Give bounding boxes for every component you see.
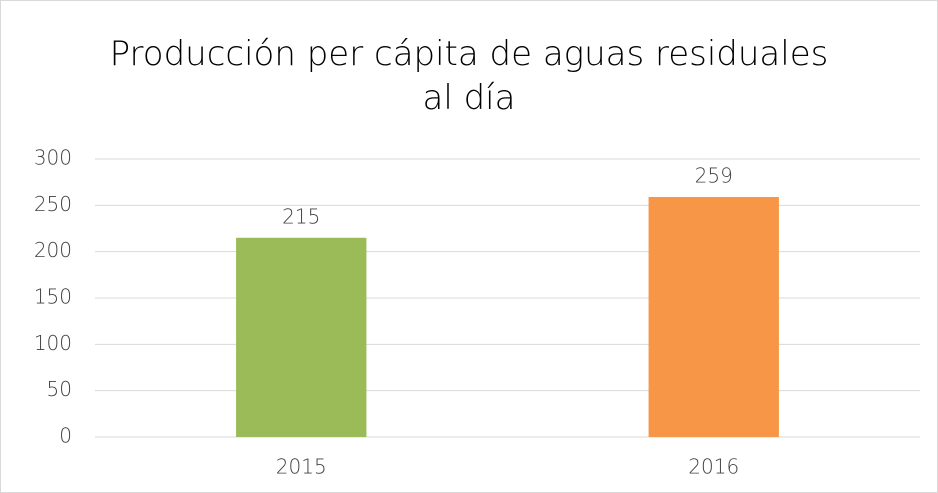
y-tick-label: 200 [34, 238, 72, 262]
y-tick-label: 100 [34, 331, 72, 355]
y-tick-label: 250 [34, 192, 72, 216]
data-label: 259 [695, 163, 733, 187]
chart-title: Producción per cápita de aguas residuale… [109, 34, 829, 118]
x-tick-label: 2016 [688, 455, 739, 479]
x-tick-label: 2015 [276, 455, 327, 479]
y-tick-label: 50 [47, 377, 72, 401]
y-tick-label: 300 [34, 146, 72, 170]
bar [236, 237, 367, 437]
y-tick-label: 150 [34, 285, 72, 309]
data-label: 215 [282, 204, 320, 228]
bar [648, 196, 779, 437]
y-tick-label: 0 [59, 424, 72, 448]
